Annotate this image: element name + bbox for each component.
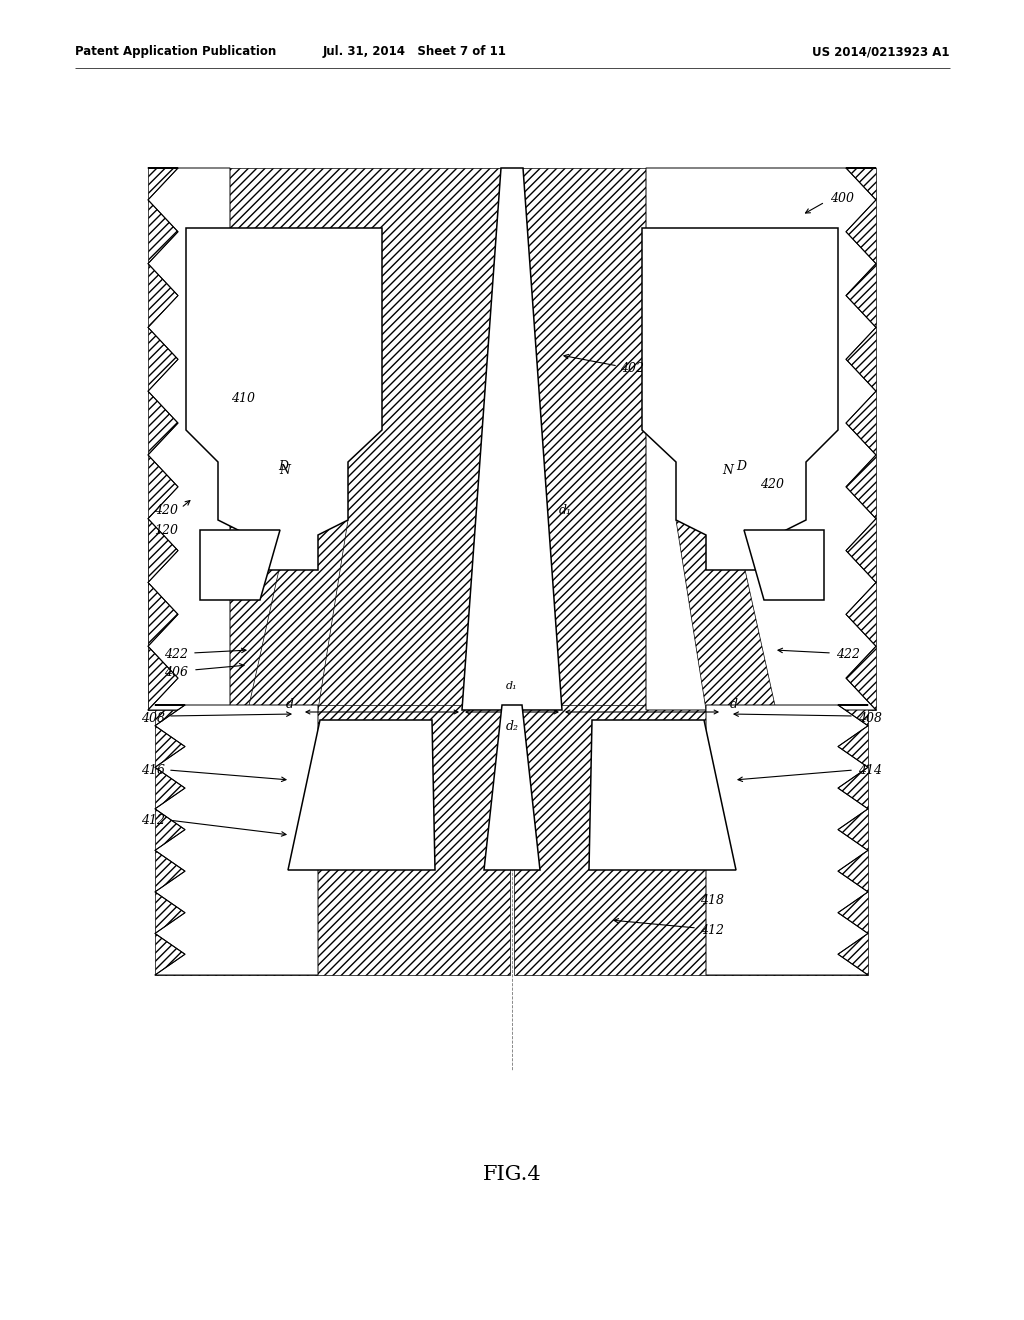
Polygon shape bbox=[186, 228, 382, 570]
Text: d₂: d₂ bbox=[506, 721, 518, 734]
Text: 406: 406 bbox=[164, 665, 188, 678]
Text: 400: 400 bbox=[830, 191, 854, 205]
Polygon shape bbox=[148, 520, 300, 710]
Polygon shape bbox=[155, 705, 318, 975]
Polygon shape bbox=[462, 168, 562, 710]
Text: 420: 420 bbox=[154, 503, 178, 516]
Text: d₁: d₁ bbox=[559, 503, 572, 516]
Polygon shape bbox=[589, 719, 736, 870]
Text: Patent Application Publication: Patent Application Publication bbox=[75, 45, 276, 58]
Polygon shape bbox=[148, 168, 510, 710]
Text: d: d bbox=[730, 697, 738, 710]
Text: 402: 402 bbox=[620, 362, 644, 375]
Polygon shape bbox=[248, 520, 348, 710]
Polygon shape bbox=[484, 705, 540, 870]
Text: Jul. 31, 2014   Sheet 7 of 11: Jul. 31, 2014 Sheet 7 of 11 bbox=[323, 45, 507, 58]
Text: D: D bbox=[278, 459, 288, 473]
Polygon shape bbox=[148, 168, 230, 710]
Text: 410: 410 bbox=[231, 392, 255, 404]
Text: 422: 422 bbox=[836, 648, 860, 661]
Polygon shape bbox=[744, 531, 824, 601]
Text: d₁: d₁ bbox=[506, 681, 518, 690]
Text: FIG.4: FIG.4 bbox=[482, 1166, 542, 1184]
Text: 412: 412 bbox=[141, 813, 165, 826]
Text: 120: 120 bbox=[154, 524, 178, 536]
Text: 414: 414 bbox=[858, 763, 882, 776]
Text: 418: 418 bbox=[700, 894, 724, 907]
Polygon shape bbox=[706, 705, 868, 975]
Text: US 2014/0213923 A1: US 2014/0213923 A1 bbox=[812, 45, 950, 58]
Text: 420: 420 bbox=[760, 479, 784, 491]
Polygon shape bbox=[200, 531, 280, 601]
Text: d: d bbox=[286, 697, 294, 710]
Polygon shape bbox=[514, 168, 876, 710]
Text: 412: 412 bbox=[700, 924, 724, 936]
Text: 422: 422 bbox=[164, 648, 188, 661]
Text: 408: 408 bbox=[141, 711, 165, 725]
Text: 416: 416 bbox=[141, 763, 165, 776]
Polygon shape bbox=[676, 520, 776, 710]
Polygon shape bbox=[288, 719, 435, 870]
Text: D: D bbox=[736, 459, 746, 473]
Polygon shape bbox=[642, 228, 838, 570]
Text: N: N bbox=[280, 463, 291, 477]
Text: 408: 408 bbox=[858, 711, 882, 725]
Text: N: N bbox=[723, 463, 733, 477]
Polygon shape bbox=[646, 168, 876, 710]
Polygon shape bbox=[155, 705, 510, 975]
Polygon shape bbox=[514, 705, 868, 975]
